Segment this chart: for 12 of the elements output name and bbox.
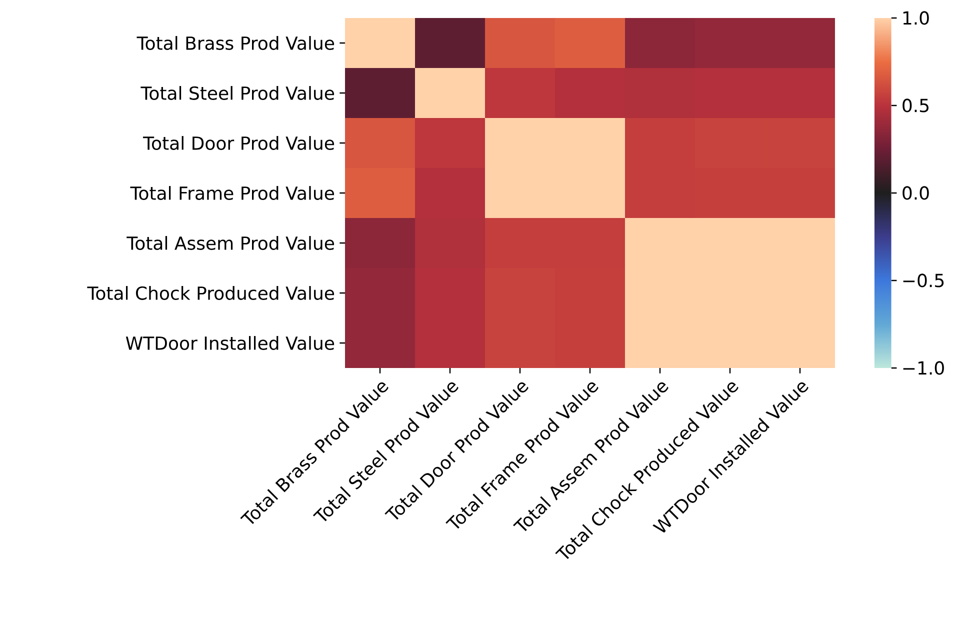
color-bar-label: 1.0 [903, 11, 929, 25]
color-bar-label: −0.5 [903, 274, 944, 288]
y-tick-label: Total Frame Prod Value [130, 186, 334, 200]
y-tick-label: Total Chock Produced Value [87, 286, 334, 300]
color-bar-label: −1.0 [903, 361, 944, 375]
color-bar-label: 0.5 [902, 98, 928, 112]
color-bar-label: 0.0 [902, 186, 929, 200]
y-tick-label: WTDoor Installed Value [126, 336, 334, 350]
y-tick-label: Total Assem Prod Value [126, 236, 334, 250]
y-tick-label: Total Steel Prod Value [140, 86, 334, 100]
y-tick-label: Total Door Prod Value [142, 136, 334, 150]
y-tick-label: Total Brass Prod Value [136, 36, 334, 50]
